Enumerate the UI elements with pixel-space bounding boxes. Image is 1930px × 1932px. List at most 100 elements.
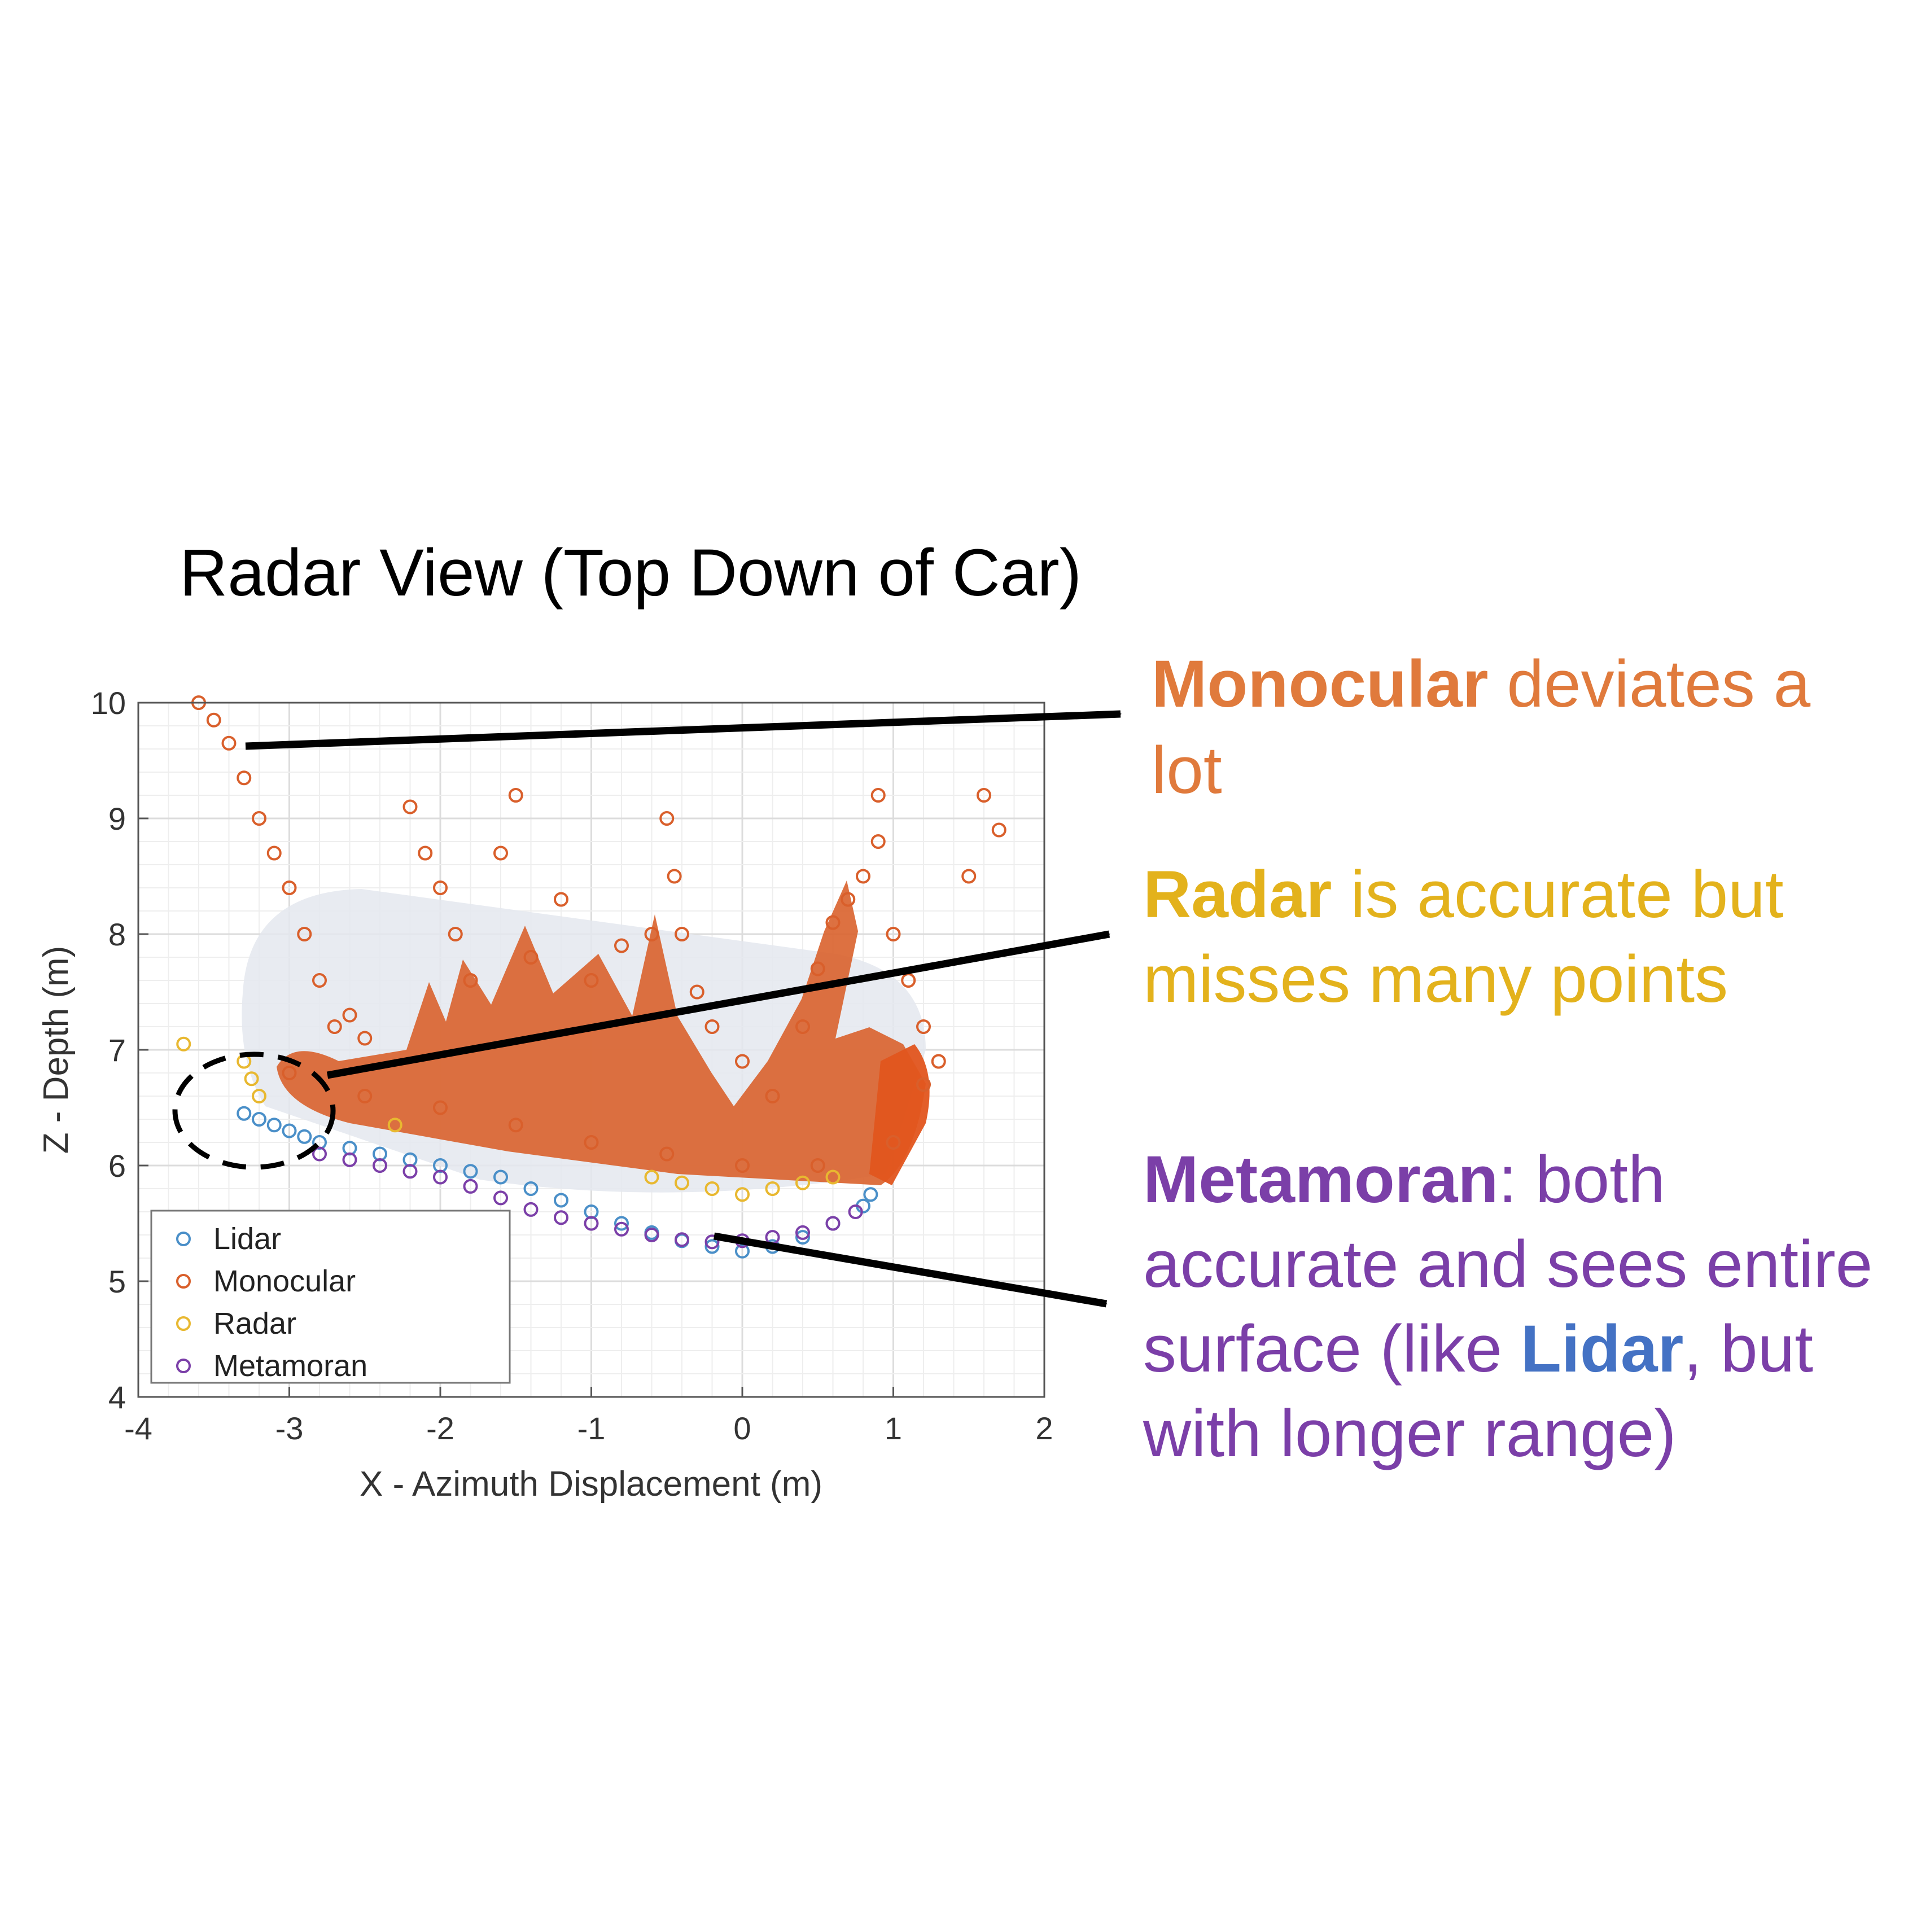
data-point-radar — [825, 1169, 841, 1185]
data-point-monocular — [402, 799, 418, 814]
y-tick-label: 5 — [108, 1264, 126, 1299]
data-point-lidar — [863, 1187, 878, 1202]
annotation-lidar-bold: Lidar — [1521, 1312, 1684, 1386]
data-point-monocular — [810, 961, 825, 976]
data-point-radar — [795, 1175, 810, 1190]
data-point-metamoran — [795, 1225, 810, 1240]
x-tick-label: 1 — [885, 1410, 902, 1446]
legend-label-radar: Radar — [213, 1307, 296, 1340]
data-point-monocular — [735, 1158, 750, 1173]
data-point-lidar — [282, 1123, 297, 1138]
data-point-monocular — [237, 770, 252, 786]
data-point-metamoran — [675, 1232, 689, 1247]
data-point-radar — [252, 1089, 266, 1103]
data-point-metamoran — [342, 1152, 357, 1167]
data-point-monocular — [523, 950, 539, 965]
x-tick-label: -1 — [577, 1410, 606, 1446]
data-point-metamoran — [614, 1221, 629, 1237]
data-point-radar — [704, 1181, 720, 1196]
x-tick-label: -4 — [124, 1410, 152, 1446]
svg-text:Monocular deviates a: Monocular deviates a — [1152, 647, 1811, 721]
x-tick-label: 2 — [1035, 1410, 1053, 1446]
highlight-dashed-ellipse — [172, 1052, 336, 1170]
legend-label-lidar: Lidar — [213, 1222, 281, 1256]
data-point-monocular — [916, 1077, 931, 1092]
data-point-lidar — [237, 1106, 252, 1121]
data-point-monocular — [584, 1135, 599, 1150]
data-point-monocular — [266, 845, 282, 861]
data-point-monocular — [916, 1019, 931, 1034]
data-point-monocular — [554, 892, 568, 907]
data-point-monocular — [886, 927, 901, 941]
y-tick-label: 6 — [108, 1148, 126, 1184]
data-point-monocular — [418, 845, 433, 861]
y-tick-label: 7 — [108, 1032, 126, 1068]
data-point-monocular — [886, 1135, 901, 1150]
data-point-monocular — [841, 892, 856, 907]
data-point-monocular — [644, 927, 659, 941]
data-point-monocular — [508, 788, 523, 803]
data-point-monocular — [659, 1146, 675, 1162]
annotation-radar-text: is accurate but — [1332, 857, 1783, 932]
data-point-monocular — [493, 845, 508, 861]
data-point-monocular — [206, 712, 221, 728]
data-point-monocular — [704, 1019, 720, 1034]
data-point-metamoran — [825, 1216, 841, 1231]
data-point-radar — [644, 1169, 659, 1185]
data-point-radar — [765, 1181, 780, 1196]
data-point-lidar — [252, 1112, 266, 1127]
data-point-monocular — [357, 1031, 373, 1046]
legend-marker-metamoran — [176, 1359, 191, 1373]
data-point-monocular — [221, 735, 237, 751]
annotation-metamoran-bold: Metamoran — [1143, 1142, 1498, 1217]
data-point-lidar — [554, 1193, 568, 1208]
legend-marker-lidar — [176, 1232, 191, 1246]
data-point-monocular — [327, 1019, 342, 1034]
axis-ticks: -4 -3 -2 -1 0 1 2 4 5 6 7 8 9 10 — [91, 685, 1053, 1446]
data-point-monocular — [252, 811, 266, 826]
data-point-monocular — [667, 869, 682, 884]
data-point-monocular — [463, 973, 478, 988]
data-point-lidar — [463, 1164, 478, 1179]
x-tick-label: -3 — [275, 1410, 304, 1446]
data-point-lidar — [614, 1216, 629, 1231]
y-tick-label: 8 — [108, 917, 126, 952]
data-point-metamoran — [373, 1158, 387, 1173]
annotation-monocular-text: deviates a — [1489, 647, 1811, 721]
data-point-monocular — [765, 1089, 780, 1103]
data-point-metamoran — [433, 1169, 448, 1185]
data-point-radar — [387, 1118, 402, 1133]
data-point-monocular — [282, 880, 297, 895]
y-tick-label: 10 — [91, 685, 126, 721]
legend: Lidar Monocular Radar Metamoran — [150, 1210, 511, 1384]
arrow-monocular — [245, 710, 1122, 750]
data-point-monocular — [433, 1100, 448, 1115]
data-point-metamoran — [644, 1228, 659, 1242]
data-point-monocular — [931, 1054, 946, 1069]
data-point-metamoran — [848, 1204, 863, 1219]
series-monocular — [191, 695, 1006, 1173]
data-point-monocular — [825, 915, 841, 930]
monocular-dense-cloud — [277, 880, 926, 1185]
annotation-metamoran-line2: accurate and sees entire — [1143, 1227, 1872, 1302]
monocular-edge — [869, 1044, 930, 1185]
data-point-metamoran — [493, 1190, 508, 1206]
data-point-radar — [735, 1187, 750, 1202]
x-tick-label: -2 — [426, 1410, 454, 1446]
data-point-monocular — [508, 1118, 523, 1133]
data-point-monocular — [977, 788, 991, 803]
x-tick-label: 0 — [733, 1410, 751, 1446]
data-point-monocular — [312, 973, 327, 988]
data-point-monocular — [659, 811, 675, 826]
data-point-monocular — [433, 880, 448, 895]
annotation-metamoran-line4: with longer range) — [1143, 1396, 1677, 1471]
data-point-monocular — [448, 927, 463, 941]
data-point-lidar — [795, 1230, 810, 1245]
svg-text:Metamoran: both: Metamoran: both — [1143, 1142, 1665, 1217]
annotation-radar: Radar is accurate but misses many points — [1143, 857, 1784, 1017]
data-point-metamoran — [584, 1216, 599, 1231]
annotation-monocular-bold: Monocular — [1152, 647, 1489, 721]
data-point-radar — [675, 1175, 689, 1190]
y-tick-label: 9 — [108, 801, 126, 836]
